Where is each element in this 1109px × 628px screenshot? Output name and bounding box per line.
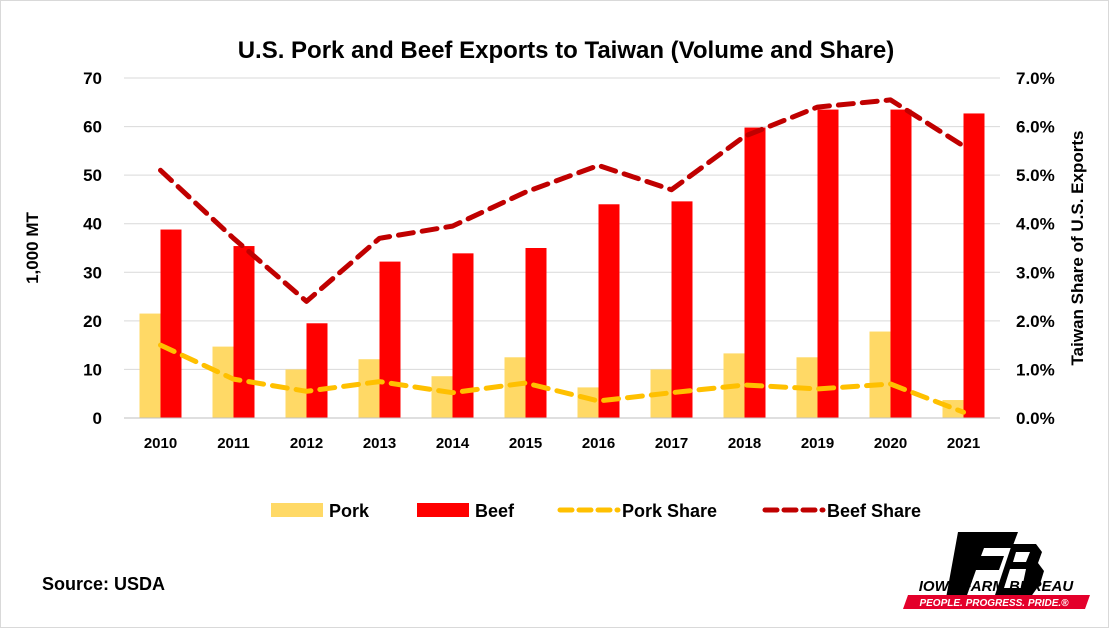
beef-bar-2020 bbox=[890, 109, 912, 419]
logo-tagline-banner bbox=[903, 595, 1090, 609]
beef-bar-2017 bbox=[671, 201, 693, 418]
y2-tick-label: 7.0% bbox=[1016, 69, 1055, 88]
y2-axis-label: Taiwan Share of U.S. Exports bbox=[1068, 131, 1087, 366]
x-tick-label: 2012 bbox=[290, 435, 323, 452]
x-tick-label: 2020 bbox=[874, 435, 907, 452]
x-tick-label: 2018 bbox=[728, 435, 761, 452]
iowa-farm-bureau-logo: IOWA FARM BUREAU PEOPLE. PROGRESS. PRIDE… bbox=[903, 532, 1090, 609]
legend: Pork Beef Pork Share Beef Share bbox=[271, 501, 921, 521]
beef-bar-2011 bbox=[233, 246, 255, 418]
x-axis-ticks: 2010 2011 2012 2013 2014 2015 2016 2017 2018 2019… bbox=[144, 435, 980, 452]
legend-item-pork: Pork bbox=[271, 501, 370, 521]
share-lines bbox=[158, 97, 966, 415]
pork-share-line bbox=[158, 342, 966, 415]
beef-bar-2019 bbox=[817, 109, 839, 419]
gridlines bbox=[124, 77, 1000, 370]
legend-label: Beef bbox=[475, 501, 515, 521]
y-tick-label: 60 bbox=[83, 118, 102, 137]
y-tick-label: 20 bbox=[83, 312, 102, 331]
x-tick-label: 2014 bbox=[436, 435, 470, 452]
y-axis-label: 1,000 MT bbox=[23, 211, 42, 283]
y2-tick-label: 5.0% bbox=[1016, 166, 1055, 185]
y2-tick-label: 3.0% bbox=[1016, 263, 1055, 282]
x-tick-label: 2010 bbox=[144, 435, 177, 452]
y2-tick-label: 6.0% bbox=[1016, 118, 1055, 137]
y-axis-ticks: 0 10 20 30 40 50 60 70 bbox=[83, 69, 102, 428]
beef-bar-2013 bbox=[379, 261, 401, 418]
x-tick-label: 2013 bbox=[363, 435, 396, 452]
pork-bar-2015 bbox=[504, 357, 526, 418]
x-tick-label: 2019 bbox=[801, 435, 834, 452]
y-tick-label: 0 bbox=[93, 409, 102, 428]
y-tick-label: 40 bbox=[83, 215, 102, 234]
beef-bar-2021 bbox=[963, 113, 985, 418]
beef-share-line bbox=[158, 97, 966, 304]
pork-bar-2020 bbox=[869, 331, 891, 418]
legend-swatch bbox=[271, 503, 323, 517]
beef-bar-2014 bbox=[452, 253, 474, 418]
logo-name: IOWA FARM BUREAU bbox=[919, 578, 1075, 595]
pork-bar-2014 bbox=[431, 376, 453, 418]
bars bbox=[139, 109, 985, 419]
pork-bar-2016 bbox=[577, 387, 599, 418]
x-tick-label: 2021 bbox=[947, 435, 980, 452]
y2-tick-label: 4.0% bbox=[1016, 215, 1055, 234]
legend-item-beef-share: Beef Share bbox=[762, 501, 921, 521]
y2-axis-ticks: 0.0% 1.0% 2.0% 3.0% 4.0% 5.0% 6.0% 7.0% bbox=[1016, 69, 1055, 428]
legend-label: Pork Share bbox=[622, 501, 717, 521]
source-note: Source: USDA bbox=[42, 574, 165, 594]
y-tick-label: 30 bbox=[83, 263, 102, 282]
y2-tick-label: 1.0% bbox=[1016, 360, 1055, 379]
legend-label: Pork bbox=[329, 501, 370, 521]
legend-item-beef: Beef bbox=[417, 501, 515, 521]
y2-tick-label: 0.0% bbox=[1016, 409, 1055, 428]
legend-item-pork-share: Pork Share bbox=[557, 501, 717, 521]
beef-bar-2012 bbox=[306, 323, 328, 418]
x-tick-label: 2016 bbox=[582, 435, 615, 452]
legend-swatch bbox=[417, 503, 469, 517]
x-tick-label: 2011 bbox=[217, 435, 250, 452]
beef-bar-2018 bbox=[744, 127, 766, 419]
beef-bar-2016 bbox=[598, 204, 620, 418]
y-tick-label: 70 bbox=[83, 69, 102, 88]
pork-bar-2010 bbox=[139, 313, 161, 418]
pork-bar-2012 bbox=[285, 369, 307, 418]
fb-logo-mark-icon bbox=[946, 532, 1044, 598]
chart-title: U.S. Pork and Beef Exports to Taiwan (Vo… bbox=[238, 37, 895, 64]
y-tick-label: 10 bbox=[83, 360, 102, 379]
logo-tagline: PEOPLE. PROGRESS. PRIDE.® bbox=[919, 598, 1069, 609]
beef-bar-2010 bbox=[160, 229, 182, 418]
legend-label: Beef Share bbox=[827, 501, 921, 521]
beef-bar-2015 bbox=[525, 248, 547, 418]
x-tick-label: 2017 bbox=[655, 435, 688, 452]
pork-bar-2013 bbox=[358, 359, 380, 418]
x-tick-label: 2015 bbox=[509, 435, 542, 452]
y-tick-label: 50 bbox=[83, 166, 102, 185]
pork-bar-2011 bbox=[212, 346, 234, 418]
y2-tick-label: 2.0% bbox=[1016, 312, 1055, 331]
